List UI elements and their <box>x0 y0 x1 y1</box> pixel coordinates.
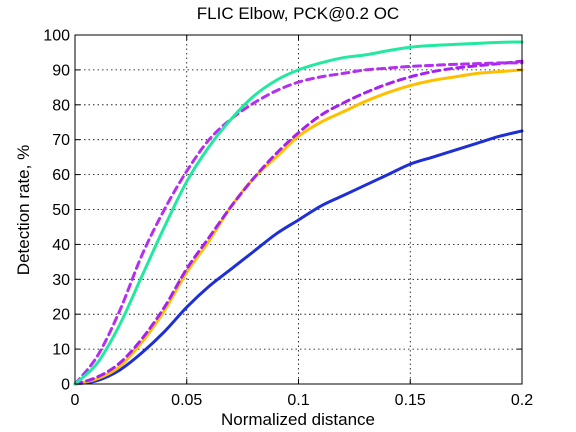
series-line-1 <box>73 129 524 386</box>
x-tick-label: 0.05 <box>171 392 202 409</box>
y-tick-label: 10 <box>52 342 70 359</box>
x-tick-label: 0.1 <box>287 392 309 409</box>
y-tick-label: 0 <box>61 377 70 394</box>
y-tick-label: 30 <box>52 272 70 289</box>
chart-title: FLIC Elbow, PCK@0.2 OC <box>197 4 399 23</box>
y-tick-label: 80 <box>52 97 70 114</box>
x-axis-label: Normalized distance <box>221 410 375 429</box>
x-tick-label: 0 <box>71 392 80 409</box>
y-tick-label: 40 <box>52 237 70 254</box>
ticks: 0 0.05 0.1 0.15 0.2 0 10 20 30 40 50 60 70 80 90 100 <box>43 28 533 410</box>
series-line-5 <box>73 40 524 386</box>
x-tick-label: 0.2 <box>511 392 533 409</box>
series-line-3 <box>73 59 524 386</box>
series-line-2 <box>73 68 524 386</box>
series-line-4 <box>73 61 524 386</box>
y-tick-label: 20 <box>52 307 70 324</box>
grid <box>75 35 522 384</box>
y-tick-label: 50 <box>52 202 70 219</box>
y-axis-label: Detection rate, % <box>14 145 33 275</box>
y-tick-label: 60 <box>52 167 70 184</box>
y-tick-label: 90 <box>52 62 70 79</box>
y-tick-label: 70 <box>52 132 70 149</box>
x-tick-label: 0.15 <box>395 392 426 409</box>
y-tick-label: 100 <box>43 28 70 45</box>
plot-frame <box>74 34 523 385</box>
series-layer <box>73 40 524 386</box>
